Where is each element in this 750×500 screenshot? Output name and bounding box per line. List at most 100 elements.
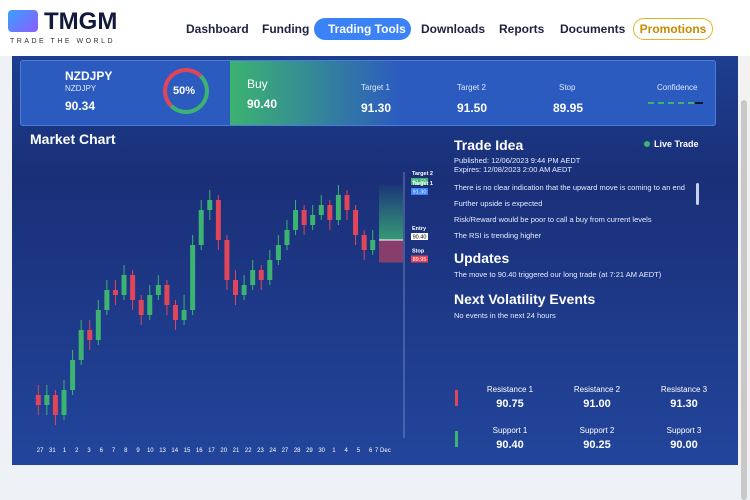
tagline: TRADE THE WORLD	[10, 38, 116, 45]
live-dot	[644, 141, 650, 147]
summary-card: NZDJPY NZDJPY 90.34 50% Buy 90.40 Target…	[20, 60, 716, 126]
level-name: Stop	[412, 249, 425, 255]
chart-title: Market Chart	[30, 131, 116, 147]
candle-body	[147, 295, 153, 315]
x-tick-label: 17	[208, 448, 215, 454]
level-label: Resistance 3	[660, 385, 708, 394]
x-tick-label: 27	[37, 448, 44, 454]
confidence-bar	[648, 102, 694, 104]
candle-body	[95, 310, 101, 340]
candle-body	[353, 210, 359, 235]
nav-item[interactable]: Documents	[560, 22, 626, 36]
candle-body	[35, 395, 41, 405]
level-name: Target 1	[412, 181, 433, 187]
symbol: NZDJPY	[65, 69, 113, 83]
live-label: Live Trade	[654, 139, 699, 149]
level-label: Resistance 2	[573, 385, 621, 394]
candle-body	[112, 290, 118, 295]
level-label: Support 2	[579, 426, 615, 435]
x-tick-label: 20	[220, 448, 227, 454]
candle-body	[361, 235, 367, 250]
scrollbar	[738, 56, 750, 500]
level-value: 90.75	[496, 398, 524, 410]
candle-body	[275, 245, 281, 260]
level-price: 90.40	[413, 235, 427, 241]
x-tick-label: 1	[332, 448, 336, 454]
symbol-sub: NZDJPY	[65, 84, 97, 93]
x-tick-label: 30	[318, 448, 325, 454]
candle-body	[370, 240, 376, 250]
level-price: 91.30	[413, 190, 427, 196]
nav-bar: TMGM TRADE THE WORLD Dashboard Funding T…	[0, 0, 750, 56]
x-tick-label: 13	[159, 448, 166, 454]
x-tick-label: 24	[269, 448, 276, 454]
candle-body	[241, 285, 247, 295]
candle-body	[293, 210, 299, 230]
x-tick-label: 15	[184, 448, 191, 454]
nav-item[interactable]: Dashboard	[186, 22, 249, 36]
profit-zone	[379, 185, 403, 240]
candle-body	[310, 215, 316, 225]
candle-body	[233, 280, 239, 295]
candle-body	[224, 240, 230, 280]
candle-body	[335, 195, 341, 220]
stop-value: 89.95	[553, 101, 584, 115]
candle-body	[284, 230, 290, 245]
x-tick-label: 1	[63, 448, 67, 454]
x-tick-label: 9	[136, 448, 140, 454]
idea-point: There is no clear indication that the up…	[454, 183, 685, 192]
candle-body	[44, 395, 50, 405]
candle-body	[301, 210, 307, 225]
logo[interactable]: TMGM	[44, 8, 118, 35]
candle-body	[164, 285, 170, 305]
x-tick-label: 10	[147, 448, 154, 454]
loss-zone	[379, 240, 403, 263]
candle-body	[52, 395, 58, 415]
level-label: Support 3	[666, 426, 702, 435]
nav-item[interactable]: Reports	[499, 22, 545, 36]
volatility-text: No events in the next 24 hours	[454, 311, 556, 320]
buy-panel	[230, 61, 400, 125]
candle-body	[267, 260, 273, 280]
level-name: Entry	[412, 226, 427, 232]
level-value: 91.30	[670, 398, 698, 410]
stop-label: Stop	[559, 83, 576, 92]
level-price: 91.50	[413, 180, 427, 186]
level-value: 91.00	[583, 398, 611, 410]
x-tick-label: 7	[112, 448, 116, 454]
idea-scroll	[696, 183, 699, 205]
level-tag	[411, 178, 428, 185]
x-tick-label: 22	[245, 448, 252, 454]
idea-point: The RSI is trending higher	[454, 231, 542, 240]
updates-text: The move to 90.40 triggered our long tra…	[454, 270, 662, 279]
x-tick-label: 7 Dec	[375, 448, 391, 454]
candle-body	[318, 205, 324, 215]
nav-active	[314, 18, 411, 40]
x-tick-label: 6	[100, 448, 104, 454]
candle-body	[87, 330, 93, 340]
x-tick-label: 28	[294, 448, 301, 454]
volatility-title: Next Volatility Events	[454, 291, 596, 307]
candle-body	[258, 270, 264, 280]
promo-button[interactable]: Promotions	[633, 18, 713, 40]
nav-item[interactable]: Trading Tools	[328, 22, 406, 36]
trade-idea: Trade Idea Live Trade Published: 12/06/2…	[454, 137, 704, 320]
confidence-label: Confidence	[657, 83, 698, 92]
idea-point: Further upside is expected	[454, 199, 543, 208]
candle-body	[344, 195, 350, 210]
candle-body	[181, 310, 187, 320]
price: 90.34	[65, 99, 96, 113]
candle-body	[78, 330, 84, 360]
expires: Expires: 12/08/2023 2:00 AM AEDT	[454, 165, 572, 174]
nav-item[interactable]: Downloads	[421, 22, 486, 36]
level-value: 90.25	[583, 439, 611, 451]
scroll-thumb	[741, 100, 747, 500]
x-tick-label: 6	[369, 448, 373, 454]
target-label: Target 1	[361, 83, 390, 92]
level-price: 89.95	[413, 257, 427, 263]
nav-item[interactable]: Funding	[262, 22, 310, 36]
x-tick-label: 23	[257, 448, 264, 454]
entry: 90.40	[247, 97, 278, 111]
target-value: 91.50	[457, 101, 488, 115]
